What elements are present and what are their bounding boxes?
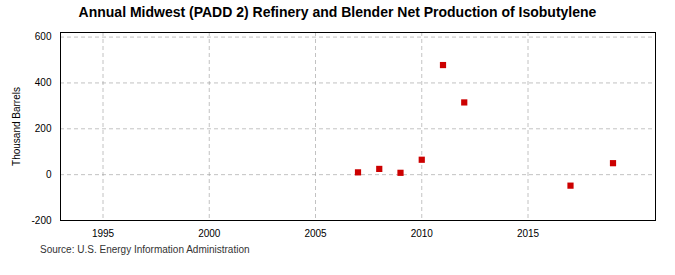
svg-text:2015: 2015 — [517, 228, 540, 239]
svg-text:0: 0 — [46, 169, 52, 180]
svg-text:600: 600 — [35, 31, 52, 42]
svg-text:2010: 2010 — [411, 228, 434, 239]
svg-text:2005: 2005 — [304, 228, 327, 239]
svg-text:1995: 1995 — [92, 228, 115, 239]
svg-text:-200: -200 — [31, 215, 51, 226]
svg-text:400: 400 — [35, 77, 52, 88]
svg-text:200: 200 — [35, 123, 52, 134]
svg-text:Thousand Barrels: Thousand Barrels — [11, 87, 22, 166]
svg-text:2000: 2000 — [198, 228, 221, 239]
html-text:Annual Midwest (PADD 2) Refine: Annual Midwest (PADD 2) Refinery and Ble… — [78, 4, 597, 20]
html-text:Source: U.S. Energy Informatio: Source: U.S. Energy Information Administ… — [40, 244, 250, 255]
